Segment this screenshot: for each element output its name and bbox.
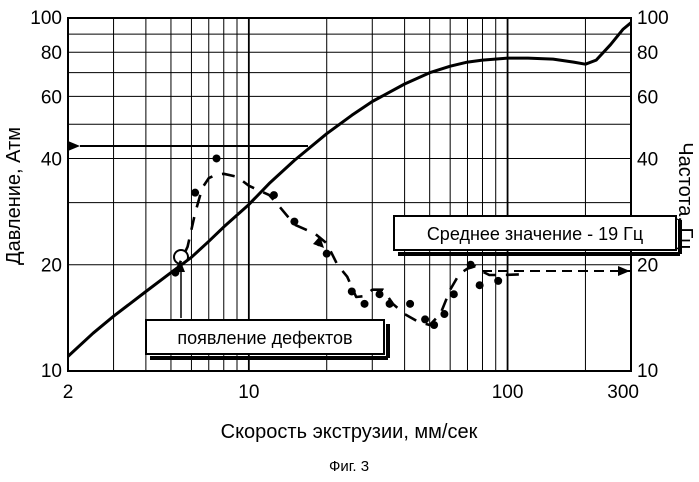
annotation-layer: Среднее значение - 19 Гц появление дефек… xyxy=(80,146,680,358)
y-tick-label-left: 100 xyxy=(30,8,62,29)
y-tick-label-right: 40 xyxy=(637,149,658,170)
frequency-data-point xyxy=(421,315,429,323)
figure-caption: Фиг. 3 xyxy=(329,458,369,475)
y-tick-label-right: 20 xyxy=(637,256,658,277)
y-axis-title-left: Давление, Атм xyxy=(3,127,25,265)
y-tick-label-left: 60 xyxy=(41,87,62,108)
frequency-data-point xyxy=(476,281,484,289)
defects-label: появление дефектов xyxy=(177,328,352,348)
frequency-data-point xyxy=(376,290,384,298)
frequency-data-point xyxy=(450,290,458,298)
y-tick-label-left: 80 xyxy=(41,43,62,64)
frequency-data-point xyxy=(406,300,414,308)
y-tick-label-left: 10 xyxy=(41,361,62,382)
mean-label: Среднее значение - 19 Гц xyxy=(427,224,643,244)
frequency-data-point xyxy=(348,287,356,295)
frequency-data-point xyxy=(290,218,298,226)
x-axis-title: Скорость экструзии, мм/сек xyxy=(221,421,478,443)
y-tick-label-left: 40 xyxy=(41,149,62,170)
mean-pointer-head xyxy=(313,236,324,248)
frequency-data-point xyxy=(386,300,394,308)
plot-frame xyxy=(68,18,631,371)
x-tick-label: 100 xyxy=(492,382,524,403)
frequency-data-point xyxy=(213,154,221,162)
frequency-data-point xyxy=(361,300,369,308)
x-tick-label: 2 xyxy=(63,382,74,403)
x-tick-label: 10 xyxy=(238,382,259,403)
frequency-data-point xyxy=(191,189,199,197)
frequency-data-point xyxy=(440,310,448,318)
x-tick-label: 300 xyxy=(607,382,639,403)
y-tick-label-right: 60 xyxy=(637,87,658,108)
frequency-data-point xyxy=(494,277,502,285)
frequency-data-point xyxy=(323,250,331,258)
y-axis-title-right: Частота, Гц xyxy=(674,142,696,250)
y-tick-label-right: 10 xyxy=(637,361,658,382)
frequency-data-point xyxy=(430,321,438,329)
y-tick-label-right: 100 xyxy=(637,8,669,29)
grid-lines xyxy=(68,18,631,371)
frequency-data-point xyxy=(467,261,475,269)
frequency-data-point xyxy=(270,191,278,199)
y-tick-label-right: 80 xyxy=(637,43,658,64)
y-tick-label-left: 20 xyxy=(41,256,62,277)
